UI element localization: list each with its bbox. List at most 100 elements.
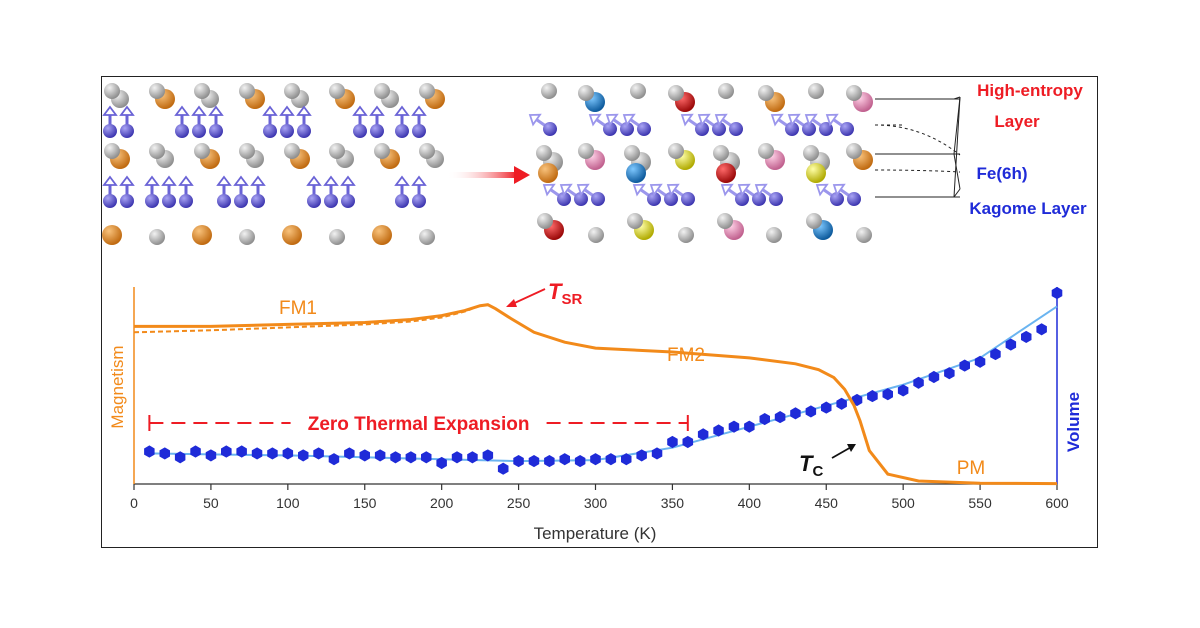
atom-fe (341, 194, 355, 208)
atom-fe (297, 124, 311, 138)
volume-point (1005, 338, 1017, 351)
volume-point (436, 456, 447, 470)
volume-point (728, 420, 740, 433)
annotation-fm2: FM2 (667, 345, 705, 366)
atom-fe (251, 194, 265, 208)
atom-fe (840, 122, 854, 136)
x-tick-label: 200 (430, 495, 454, 511)
volume-point (390, 451, 401, 464)
x-tick-group: 0 50 100 150 200 250 300 350 400 450 500 550 600 (130, 484, 1069, 511)
atom-grey (239, 229, 255, 245)
series-magnetism-line (134, 303, 1058, 486)
zte-label: Zero Thermal Expansion (308, 414, 530, 435)
atom-yellow (806, 163, 826, 183)
atom-grey (758, 85, 774, 101)
atom-fe (574, 192, 588, 206)
x-tick-label: 150 (353, 495, 377, 511)
volume-point (851, 393, 863, 407)
volume-point (1051, 286, 1063, 300)
atom-fe (120, 124, 134, 138)
atom-fe (664, 192, 678, 206)
volume-point (713, 424, 724, 437)
atom-fe (370, 124, 384, 138)
volume-point (882, 388, 893, 401)
atom-fe (120, 194, 134, 208)
volume-point (913, 376, 924, 389)
atom-red (716, 163, 736, 183)
atom-fe (175, 124, 189, 138)
volume-point (1021, 330, 1032, 343)
volume-point (344, 447, 355, 460)
x-tick-label: 400 (738, 495, 762, 511)
atom-fe (681, 192, 695, 206)
volume-point (805, 405, 817, 418)
atom-grey (104, 83, 120, 99)
volume-point (759, 413, 770, 426)
atom-a-site (538, 163, 558, 183)
atom-fe (209, 124, 223, 138)
volume-point (928, 370, 940, 384)
atom-a-site (282, 225, 302, 245)
atom-fe (324, 194, 338, 208)
atom-grey (668, 143, 684, 159)
atom-grey (329, 229, 345, 245)
volume-point (621, 453, 632, 466)
atom-grey (194, 83, 210, 99)
atom-fe (263, 124, 277, 138)
atom-fe (280, 124, 294, 138)
atom-fe (735, 192, 749, 206)
atom-grey (194, 143, 210, 159)
atom-fe (769, 192, 783, 206)
x-tick-label: 50 (203, 495, 219, 511)
volume-point (944, 367, 955, 380)
atom-fe (162, 194, 176, 208)
volume-point (528, 455, 540, 468)
atom-fe (830, 192, 844, 206)
atom-grey (808, 83, 824, 99)
atom-fe (785, 122, 799, 136)
atom-fe (217, 194, 231, 208)
atom-grey (419, 143, 435, 159)
atom-fe (395, 124, 409, 138)
volume-point (867, 390, 878, 403)
atom-grey (624, 145, 640, 161)
structure-high-entropy-canted (528, 83, 873, 243)
volume-point (544, 455, 555, 468)
atom-grey (627, 213, 643, 229)
volume-point (559, 453, 570, 466)
x-tick-label: 450 (815, 495, 839, 511)
volume-point (190, 445, 201, 458)
volume-point (974, 355, 986, 368)
x-tick-label: 350 (661, 495, 685, 511)
x-tick-label: 250 (507, 495, 531, 511)
atom-fe (192, 124, 206, 138)
x-tick-label: 300 (584, 495, 608, 511)
atom-grey (713, 145, 729, 161)
atom-fe (234, 194, 248, 208)
volume-point (451, 451, 463, 464)
x-axis-label: Temperature (K) (534, 524, 657, 543)
atom-grey (374, 143, 390, 159)
atom-fe (103, 124, 117, 138)
x-tick-label: 0 (130, 495, 138, 511)
atom-grey (541, 83, 557, 99)
volume-point (744, 420, 755, 433)
atom-a-site (372, 225, 392, 245)
volume-point (990, 348, 1001, 361)
atom-grey (329, 143, 345, 159)
volume-point (282, 447, 294, 460)
atom-grey (803, 145, 819, 161)
atom-fe (603, 122, 617, 136)
atom-grey (284, 143, 300, 159)
figure-frame: High-entropy Layer Fe(6h) Kagome Layer 0… (101, 76, 1098, 548)
atom-fe (557, 192, 571, 206)
volume-point (821, 401, 832, 414)
svg-text:TSR: TSR (548, 279, 582, 308)
atom-grey (149, 229, 165, 245)
volume-point (651, 447, 663, 460)
atom-fe (412, 194, 426, 208)
atom-grey (578, 85, 594, 101)
label-high-entropy-line1: High-entropy (977, 81, 1083, 100)
atom-fe (712, 122, 726, 136)
transition-arrow (447, 166, 530, 184)
